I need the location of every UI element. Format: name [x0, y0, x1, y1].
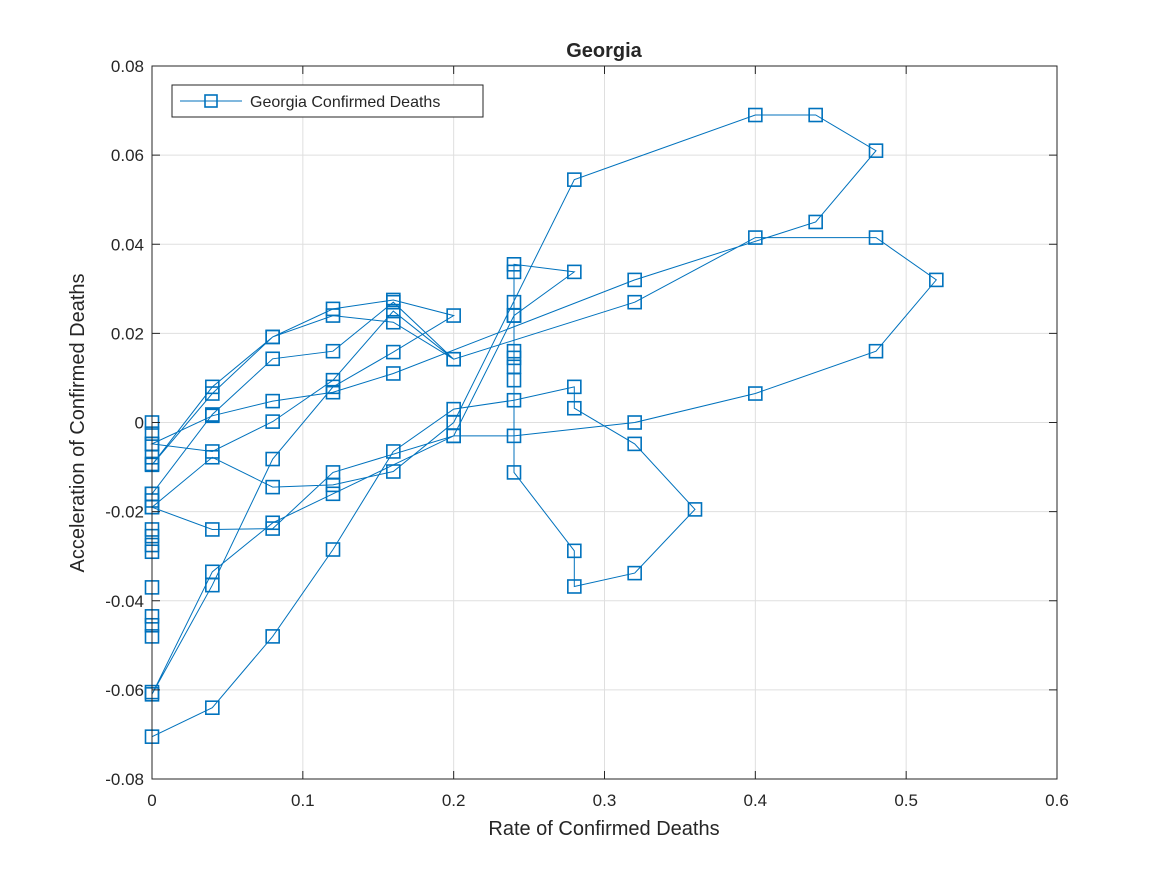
- data-point-marker[interactable]: [808, 214, 823, 230]
- x-tick-label: 0.5: [894, 791, 918, 810]
- data-point-marker[interactable]: [446, 308, 461, 323]
- data-point-marker[interactable]: [627, 415, 642, 430]
- data-point-marker[interactable]: [567, 579, 582, 594]
- legend-label: Georgia Confirmed Deaths: [250, 94, 440, 111]
- data-point-marker[interactable]: [265, 414, 280, 429]
- data-point-marker[interactable]: [325, 343, 341, 359]
- data-point-marker[interactable]: [325, 308, 341, 323]
- data-point-marker[interactable]: [325, 384, 341, 400]
- data-point-marker[interactable]: [205, 700, 220, 716]
- data-point-marker[interactable]: [567, 543, 582, 559]
- data-point-marker[interactable]: [325, 542, 341, 557]
- series-georgia-confirmed-deaths: [144, 107, 944, 744]
- data-point-marker[interactable]: [687, 502, 703, 517]
- data-point-marker[interactable]: [506, 343, 522, 359]
- x-tick-label: 0.1: [291, 791, 315, 810]
- series-layer: [144, 107, 944, 744]
- data-point-marker[interactable]: [567, 264, 582, 280]
- axes: [151, 65, 1058, 780]
- legend-marker-square: [204, 94, 218, 108]
- data-point-marker[interactable]: [386, 366, 401, 381]
- data-point-marker[interactable]: [265, 479, 280, 495]
- y-tick-label: 0: [135, 414, 144, 433]
- y-tick-label: 0.06: [111, 146, 144, 165]
- data-point-marker[interactable]: [748, 230, 763, 245]
- data-point-marker[interactable]: [205, 407, 220, 422]
- data-point-marker[interactable]: [265, 329, 280, 345]
- data-point-marker[interactable]: [929, 272, 944, 288]
- data-point-marker[interactable]: [567, 379, 582, 395]
- data-point-marker[interactable]: [446, 415, 461, 430]
- data-point-marker[interactable]: [506, 428, 522, 444]
- data-point-marker[interactable]: [506, 465, 522, 480]
- data-point-marker[interactable]: [506, 392, 522, 408]
- x-axis-label: Rate of Confirmed Deaths: [488, 818, 719, 840]
- data-point-marker[interactable]: [386, 294, 401, 310]
- data-point-marker[interactable]: [386, 314, 401, 330]
- y-tick-label: -0.02: [105, 503, 144, 522]
- data-point-marker[interactable]: [506, 308, 522, 323]
- data-point-marker[interactable]: [325, 486, 341, 502]
- data-point-marker[interactable]: [325, 372, 341, 388]
- data-point-marker[interactable]: [627, 272, 642, 288]
- chart-title: Georgia: [566, 40, 642, 62]
- data-point-marker[interactable]: [325, 477, 341, 493]
- data-point-marker[interactable]: [748, 107, 763, 123]
- data-point-marker[interactable]: [205, 379, 220, 395]
- data-point-marker[interactable]: [205, 444, 220, 459]
- y-tick-label: 0.04: [111, 235, 144, 254]
- data-point-marker[interactable]: [205, 577, 220, 593]
- y-tick-label: -0.06: [105, 681, 144, 700]
- y-axis-label: Acceleration of Confirmed Deaths: [67, 273, 89, 572]
- data-point-marker[interactable]: [386, 303, 401, 319]
- data-point-marker[interactable]: [868, 143, 884, 158]
- legend[interactable]: Georgia Confirmed Deaths: [171, 84, 484, 118]
- data-point-marker[interactable]: [567, 172, 582, 187]
- data-point-marker[interactable]: [265, 351, 280, 367]
- y-tick-label: 0.08: [111, 57, 144, 76]
- data-point-marker[interactable]: [868, 230, 884, 245]
- data-point-marker[interactable]: [627, 565, 642, 581]
- data-point-marker[interactable]: [446, 351, 461, 367]
- data-point-marker[interactable]: [506, 264, 522, 280]
- tick-labels: 0 0.1 0.2 0.3 0.4 0.5 0.6 -0.08 -0.06 -0.04 -0.02 0…: [105, 57, 1069, 810]
- y-tick-label: 0.02: [111, 324, 144, 343]
- data-point-marker[interactable]: [265, 521, 280, 536]
- data-point-marker[interactable]: [506, 359, 522, 375]
- data-point-marker[interactable]: [868, 343, 884, 359]
- y-tick-label: -0.08: [105, 770, 144, 789]
- x-tick-label: 0.4: [744, 791, 768, 810]
- data-point-marker[interactable]: [386, 444, 401, 459]
- data-point-marker[interactable]: [808, 107, 823, 123]
- data-point-marker[interactable]: [265, 629, 280, 644]
- data-point-marker[interactable]: [265, 393, 280, 409]
- data-point-marker[interactable]: [627, 436, 642, 452]
- data-point-marker[interactable]: [748, 386, 763, 401]
- x-tick-label: 0: [147, 791, 156, 810]
- x-tick-label: 0.3: [593, 791, 617, 810]
- data-point-marker[interactable]: [627, 294, 642, 310]
- x-tick-label: 0.6: [1045, 791, 1069, 810]
- x-tick-label: 0.2: [442, 791, 466, 810]
- data-point-marker[interactable]: [265, 451, 280, 467]
- data-point-marker[interactable]: [386, 464, 401, 479]
- data-point-marker[interactable]: [506, 257, 522, 272]
- data-point-marker[interactable]: [567, 400, 582, 416]
- y-tick-label: -0.04: [105, 592, 144, 611]
- data-point-marker[interactable]: [205, 522, 220, 537]
- data-point-marker[interactable]: [386, 344, 401, 360]
